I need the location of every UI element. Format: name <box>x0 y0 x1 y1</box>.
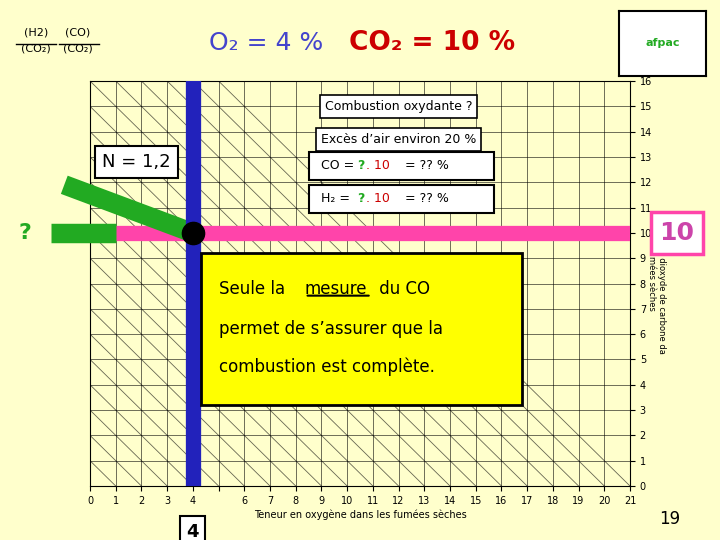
Y-axis label: Teneur en dioxyde de carbone da
mées sèches: Teneur en dioxyde de carbone da mées sèc… <box>647 213 666 354</box>
Text: H₂ =: H₂ = <box>321 192 354 205</box>
Text: afpac: afpac <box>645 38 680 48</box>
Text: ?: ? <box>357 192 365 205</box>
Text: . 10: . 10 <box>366 192 390 205</box>
Text: 4: 4 <box>186 523 199 540</box>
Text: (CO₂): (CO₂) <box>21 43 51 53</box>
Bar <box>309 152 494 180</box>
Text: permet de s’assurer que la: permet de s’assurer que la <box>219 320 443 338</box>
Text: . 10: . 10 <box>366 159 390 172</box>
Text: ?: ? <box>357 159 365 172</box>
Text: CO =: CO = <box>321 159 359 172</box>
Text: (CO₂): (CO₂) <box>63 43 93 53</box>
Text: ?: ? <box>19 223 32 243</box>
Text: combustion est complète.: combustion est complète. <box>219 358 434 376</box>
X-axis label: Teneur en oxygène dans les fumées sèches: Teneur en oxygène dans les fumées sèches <box>253 510 467 521</box>
Text: 10: 10 <box>660 221 694 245</box>
Text: = ?? %: = ?? % <box>401 159 449 172</box>
Text: 19: 19 <box>659 510 680 528</box>
Text: (CO): (CO) <box>65 27 91 37</box>
Text: Seule la: Seule la <box>219 280 290 298</box>
Text: du CO: du CO <box>374 280 430 298</box>
Text: (H2): (H2) <box>24 27 48 37</box>
Bar <box>201 253 522 405</box>
Text: CO₂ = 10 %: CO₂ = 10 % <box>349 30 515 56</box>
Text: N = 1,2: N = 1,2 <box>102 153 171 171</box>
Text: O₂ = 4 %: O₂ = 4 % <box>210 31 323 55</box>
Text: Combustion oxydante ?: Combustion oxydante ? <box>325 100 472 113</box>
Bar <box>309 185 494 213</box>
Text: Excès d’air environ 20 %: Excès d’air environ 20 % <box>321 133 476 146</box>
Text: = ?? %: = ?? % <box>401 192 449 205</box>
Text: mesure: mesure <box>305 280 367 298</box>
